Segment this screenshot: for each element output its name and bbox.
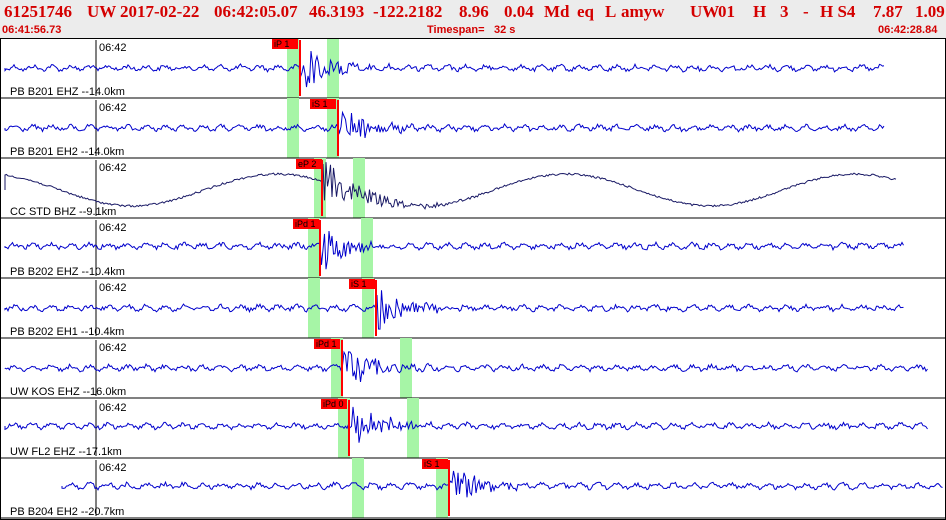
waveform [4, 350, 928, 382]
minute-label: 06:42 [99, 42, 127, 54]
minute-label: 06:42 [99, 102, 127, 114]
event-network: UW [87, 2, 117, 21]
pick-label[interactable]: iPd 0 [323, 399, 344, 409]
waveform [4, 50, 885, 88]
minute-label: 06:42 [99, 402, 127, 414]
phase-window-start [308, 218, 320, 278]
station-label[interactable]: PB B201 EHZ --14.0km [10, 86, 125, 98]
pick-label[interactable]: eP 2 [298, 159, 316, 169]
pick-label-box[interactable] [272, 39, 298, 49]
station-label[interactable]: PB B202 EH1 --10.4km [10, 326, 124, 338]
value-2: 1.09 [915, 2, 945, 21]
phase-window-end [362, 278, 374, 338]
minute-label: 06:42 [99, 462, 127, 474]
pick-label-box[interactable] [349, 279, 375, 289]
analyst: amyw [621, 2, 665, 21]
review-flag: L [605, 2, 617, 21]
station-label[interactable]: CC STD BHZ --9.1km [10, 206, 116, 218]
panel-frame [0, 38, 946, 520]
phase-window-start [308, 278, 320, 338]
waveform [4, 162, 897, 210]
time-bar: 06:41:56.73 Timespan= 32 s 06:42:28.84 [0, 24, 946, 38]
pick-label[interactable]: iPd 1 [316, 339, 337, 349]
event-id: 61251746 [4, 2, 72, 21]
pick-label-box[interactable] [293, 219, 319, 229]
origin-date: 2017-02-22 [120, 2, 200, 21]
station-label[interactable]: UW KOS EHZ --16.0km [10, 386, 126, 398]
pick-label[interactable]: iP 1 [274, 39, 289, 49]
timespan-label: Timespan= [427, 24, 485, 36]
station-label[interactable]: UW FL2 EHZ --17.1km [10, 446, 122, 458]
end-time: 06:42:28.84 [878, 24, 938, 36]
trace-row[interactable]: 06:42 iS 1 PB B201 EH2 --14.0km [0, 98, 946, 159]
timespan-value: 32 s [494, 24, 516, 36]
phase-window-start [331, 338, 343, 398]
trace-row[interactable]: 06:42 iPd 1 UW KOS EHZ --16.0km [0, 338, 946, 399]
pick-label[interactable]: iS 1 [351, 279, 367, 289]
pick-label-box[interactable] [314, 339, 340, 349]
event-type: eq [577, 2, 594, 21]
event-header: 61251746 UW 2017-02-22 06:42:05.07 46.31… [0, 0, 946, 38]
pick-label-box[interactable] [422, 459, 448, 469]
station-net: UW [690, 2, 720, 21]
trace-row[interactable]: 06:42 iS 1 PB B204 EH2 --20.7km [0, 458, 946, 519]
station-label[interactable]: PB B202 EHZ --10.4km [10, 266, 125, 278]
minute-label: 06:42 [99, 222, 127, 234]
waveform [4, 290, 904, 330]
trace-row[interactable]: 06:42 eP 2 CC STD BHZ --9.1km [0, 158, 946, 219]
h-label: H [753, 2, 767, 21]
pick-count: 3 [780, 2, 789, 21]
event-summary-line: 61251746 UW 2017-02-22 06:42:05.07 46.31… [4, 2, 946, 24]
pick-label[interactable]: iS 1 [312, 99, 328, 109]
pick-label-box[interactable] [296, 159, 322, 169]
h-code: H S4 [820, 2, 856, 21]
depth: 8.96 [459, 2, 489, 21]
waveform [61, 470, 943, 498]
waveform [4, 406, 928, 443]
longitude: -122.2182 [373, 2, 443, 21]
station-label[interactable]: PB B204 EH2 --20.7km [10, 506, 124, 518]
origin-time: 06:42:05.07 [214, 2, 298, 21]
pick-label[interactable]: iS 1 [424, 459, 440, 469]
minute-label: 06:42 [99, 282, 127, 294]
phase-window-end [327, 98, 339, 158]
waveform [4, 110, 885, 138]
mag-type: Md [544, 2, 570, 21]
phase-window-start [352, 458, 364, 518]
pick-label-box[interactable] [321, 399, 347, 409]
minute-label: 06:42 [99, 342, 127, 354]
pick-label-box[interactable] [310, 99, 336, 109]
magnitude: 0.04 [504, 2, 534, 21]
value-1: 7.87 [873, 2, 903, 21]
station-label[interactable]: PB B201 EH2 --14.0km [10, 146, 124, 158]
seismogram-panel[interactable]: 06:42 iP 1 PB B201 EHZ --14.0km 06:42 iS 1 PB… [0, 38, 946, 520]
trace-row[interactable]: 06:42 iS 1 PB B202 EH1 --10.4km [0, 278, 946, 339]
trace-row[interactable]: 06:42 iP 1 PB B201 EHZ --14.0km [0, 38, 946, 99]
waveform [4, 230, 904, 270]
trace-row[interactable]: 06:42 iPd 1 PB B202 EHZ --10.4km [0, 218, 946, 279]
start-time: 06:41:56.73 [2, 24, 62, 36]
trace-row[interactable]: 06:42 iPd 0 UW FL2 EHZ --17.1km [0, 398, 946, 459]
latitude: 46.3193 [309, 2, 365, 21]
station-num: 01 [718, 2, 735, 21]
minute-label: 06:42 [99, 162, 127, 174]
header-dash: - [803, 2, 809, 21]
pick-label[interactable]: iPd 1 [295, 219, 316, 229]
